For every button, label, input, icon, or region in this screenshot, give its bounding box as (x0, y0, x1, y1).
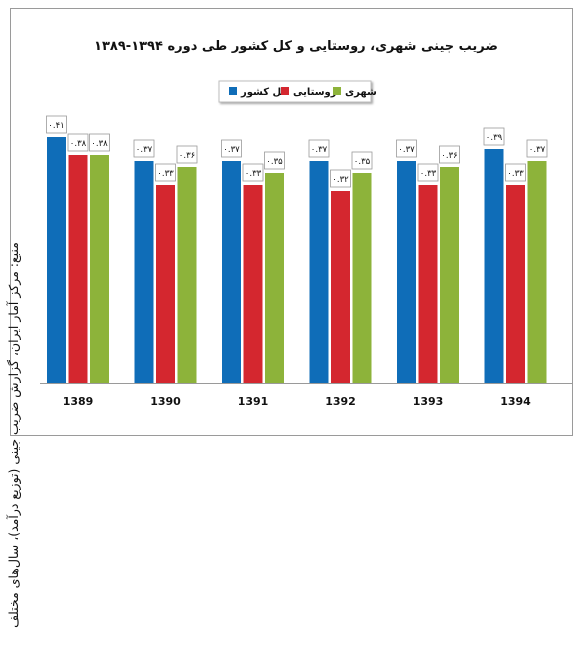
data-label: ۰.۳۶ (441, 151, 457, 161)
data-label: ۰.۳۷ (136, 145, 153, 155)
data-label: ۰.۳۸ (70, 139, 87, 149)
data-label-box (133, 139, 155, 158)
legend-swatch (229, 87, 237, 95)
x-tick-label: 1390 (150, 395, 181, 408)
bar (222, 161, 241, 383)
data-label-box (89, 133, 110, 152)
x-tick-label: 1391 (238, 395, 269, 408)
chart-title: ضریب جینی شهری، روستایی و کل کشور طی دور… (94, 39, 498, 54)
data-label-box (526, 139, 548, 158)
data-label: ۰.۳۸ (91, 139, 108, 149)
data-label-box (483, 127, 505, 146)
data-label: ۰.۳۳ (245, 169, 262, 179)
bar (134, 161, 154, 383)
bar (265, 173, 284, 383)
x-tick-label: 1393 (413, 395, 444, 408)
data-label-box (396, 139, 417, 158)
data-label: ۰.۴۱ (48, 121, 64, 131)
data-label: ۰.۳۳ (420, 169, 437, 179)
bar (506, 185, 525, 383)
data-label-box (330, 169, 351, 188)
data-label-box (264, 151, 285, 170)
data-label: ۰.۳۳ (507, 169, 524, 179)
data-label-box (308, 139, 330, 158)
data-label-box (351, 151, 373, 170)
bar (331, 191, 350, 383)
bar (309, 161, 329, 383)
data-label-box (242, 163, 264, 182)
bar (47, 137, 66, 383)
data-label-box (46, 115, 67, 134)
legend-swatch (333, 87, 341, 95)
bar (177, 167, 197, 383)
data-label: ۰.۳۲ (332, 175, 349, 185)
plot-area: ۰.۴۱ ۰.۳۸ ۰.۳۸ 1389 ۰.۳۷ ۰.۳۳ ۰.۳۶ 1390 ۰.۳۷ ۰.۳۳… (40, 115, 572, 408)
data-label: ۰.۳۷ (398, 145, 415, 155)
gini-bar-chart: ضریب جینی شهری، روستایی و کل کشور طی دور… (40, 39, 572, 408)
legend-box (218, 80, 372, 103)
x-tick-label: 1392 (325, 395, 356, 408)
data-label: ۰.۳۷ (223, 145, 240, 155)
data-label-box (505, 163, 526, 182)
data-label: ۰.۳۳ (157, 169, 174, 179)
data-label-box (176, 145, 198, 164)
bar (418, 185, 438, 383)
bar (90, 155, 109, 383)
bar (68, 155, 88, 383)
data-label: ۰.۳۹ (486, 133, 503, 143)
bar (243, 185, 263, 383)
data-label: ۰.۳۵ (266, 157, 283, 167)
data-label: ۰.۳۶ (179, 151, 195, 161)
bar (484, 149, 504, 383)
legend-label: روستایی (293, 87, 337, 98)
x-tick-label: 1394 (500, 395, 531, 408)
x-tick-label: 1389 (63, 395, 94, 408)
bar (352, 173, 372, 383)
data-label-box (221, 139, 242, 158)
data-label-box (155, 163, 176, 182)
bar (527, 161, 547, 383)
legend-swatch (281, 87, 289, 95)
data-label: ۰.۳۵ (354, 157, 371, 167)
data-label-box (67, 133, 89, 152)
data-label: ۰.۳۷ (529, 145, 546, 155)
chart-legend: کل کشور روستایی شهری (218, 80, 377, 103)
bar (397, 161, 416, 383)
legend-label: کل کشور (240, 87, 287, 98)
bar (440, 167, 459, 383)
legend-label: شهری (345, 87, 377, 98)
data-label-box (439, 145, 460, 164)
bar (156, 185, 175, 383)
data-label-box (417, 163, 439, 182)
data-label: ۰.۳۷ (311, 145, 328, 155)
